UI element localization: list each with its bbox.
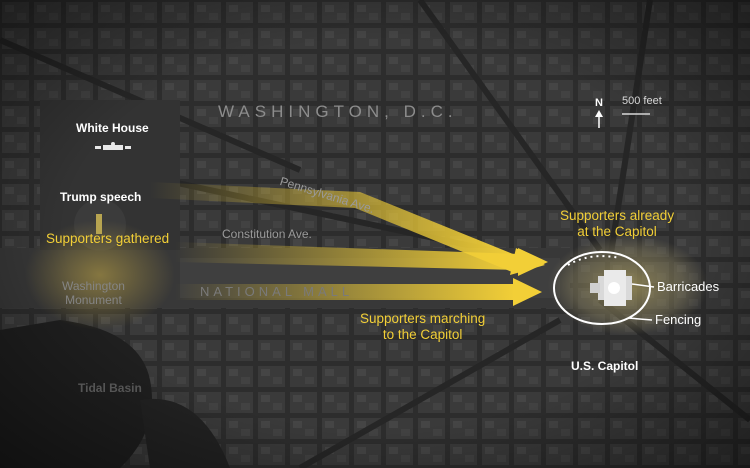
marching-line-2: to the Capitol: [382, 326, 463, 342]
north-label: N: [595, 97, 603, 109]
supporters-already-label: Supporters already at the Capitol: [560, 208, 674, 239]
constitution-ave-label: Constitution Ave.: [222, 227, 312, 241]
city-label: WASHINGTON, D.C.: [218, 102, 458, 121]
tidal-basin-label: Tidal Basin: [78, 381, 142, 395]
scale-label: 500 feet: [622, 95, 662, 107]
marching-line-1: Supporters marching: [360, 311, 486, 326]
supporters-marching-label: Supporters marching to the Capitol: [360, 311, 485, 342]
capitol-label: U.S. Capitol: [571, 359, 639, 373]
already-line-2: at the Capitol: [577, 223, 657, 239]
white-house-label: White House: [76, 121, 149, 135]
already-line-1: Supporters already: [560, 208, 675, 223]
fencing-label: Fencing: [655, 312, 702, 327]
washington-monument-label: Washington Monument: [62, 279, 125, 308]
trump-speech-label: Trump speech: [60, 190, 142, 204]
barricades-label: Barricades: [657, 279, 720, 294]
national-mall-label: NATIONAL MALL: [200, 284, 354, 299]
supporters-gathered-label: Supporters gathered: [46, 231, 170, 246]
monument-label-line-1: Washington: [62, 279, 125, 293]
monument-label-line-2: Monument: [65, 292, 122, 307]
